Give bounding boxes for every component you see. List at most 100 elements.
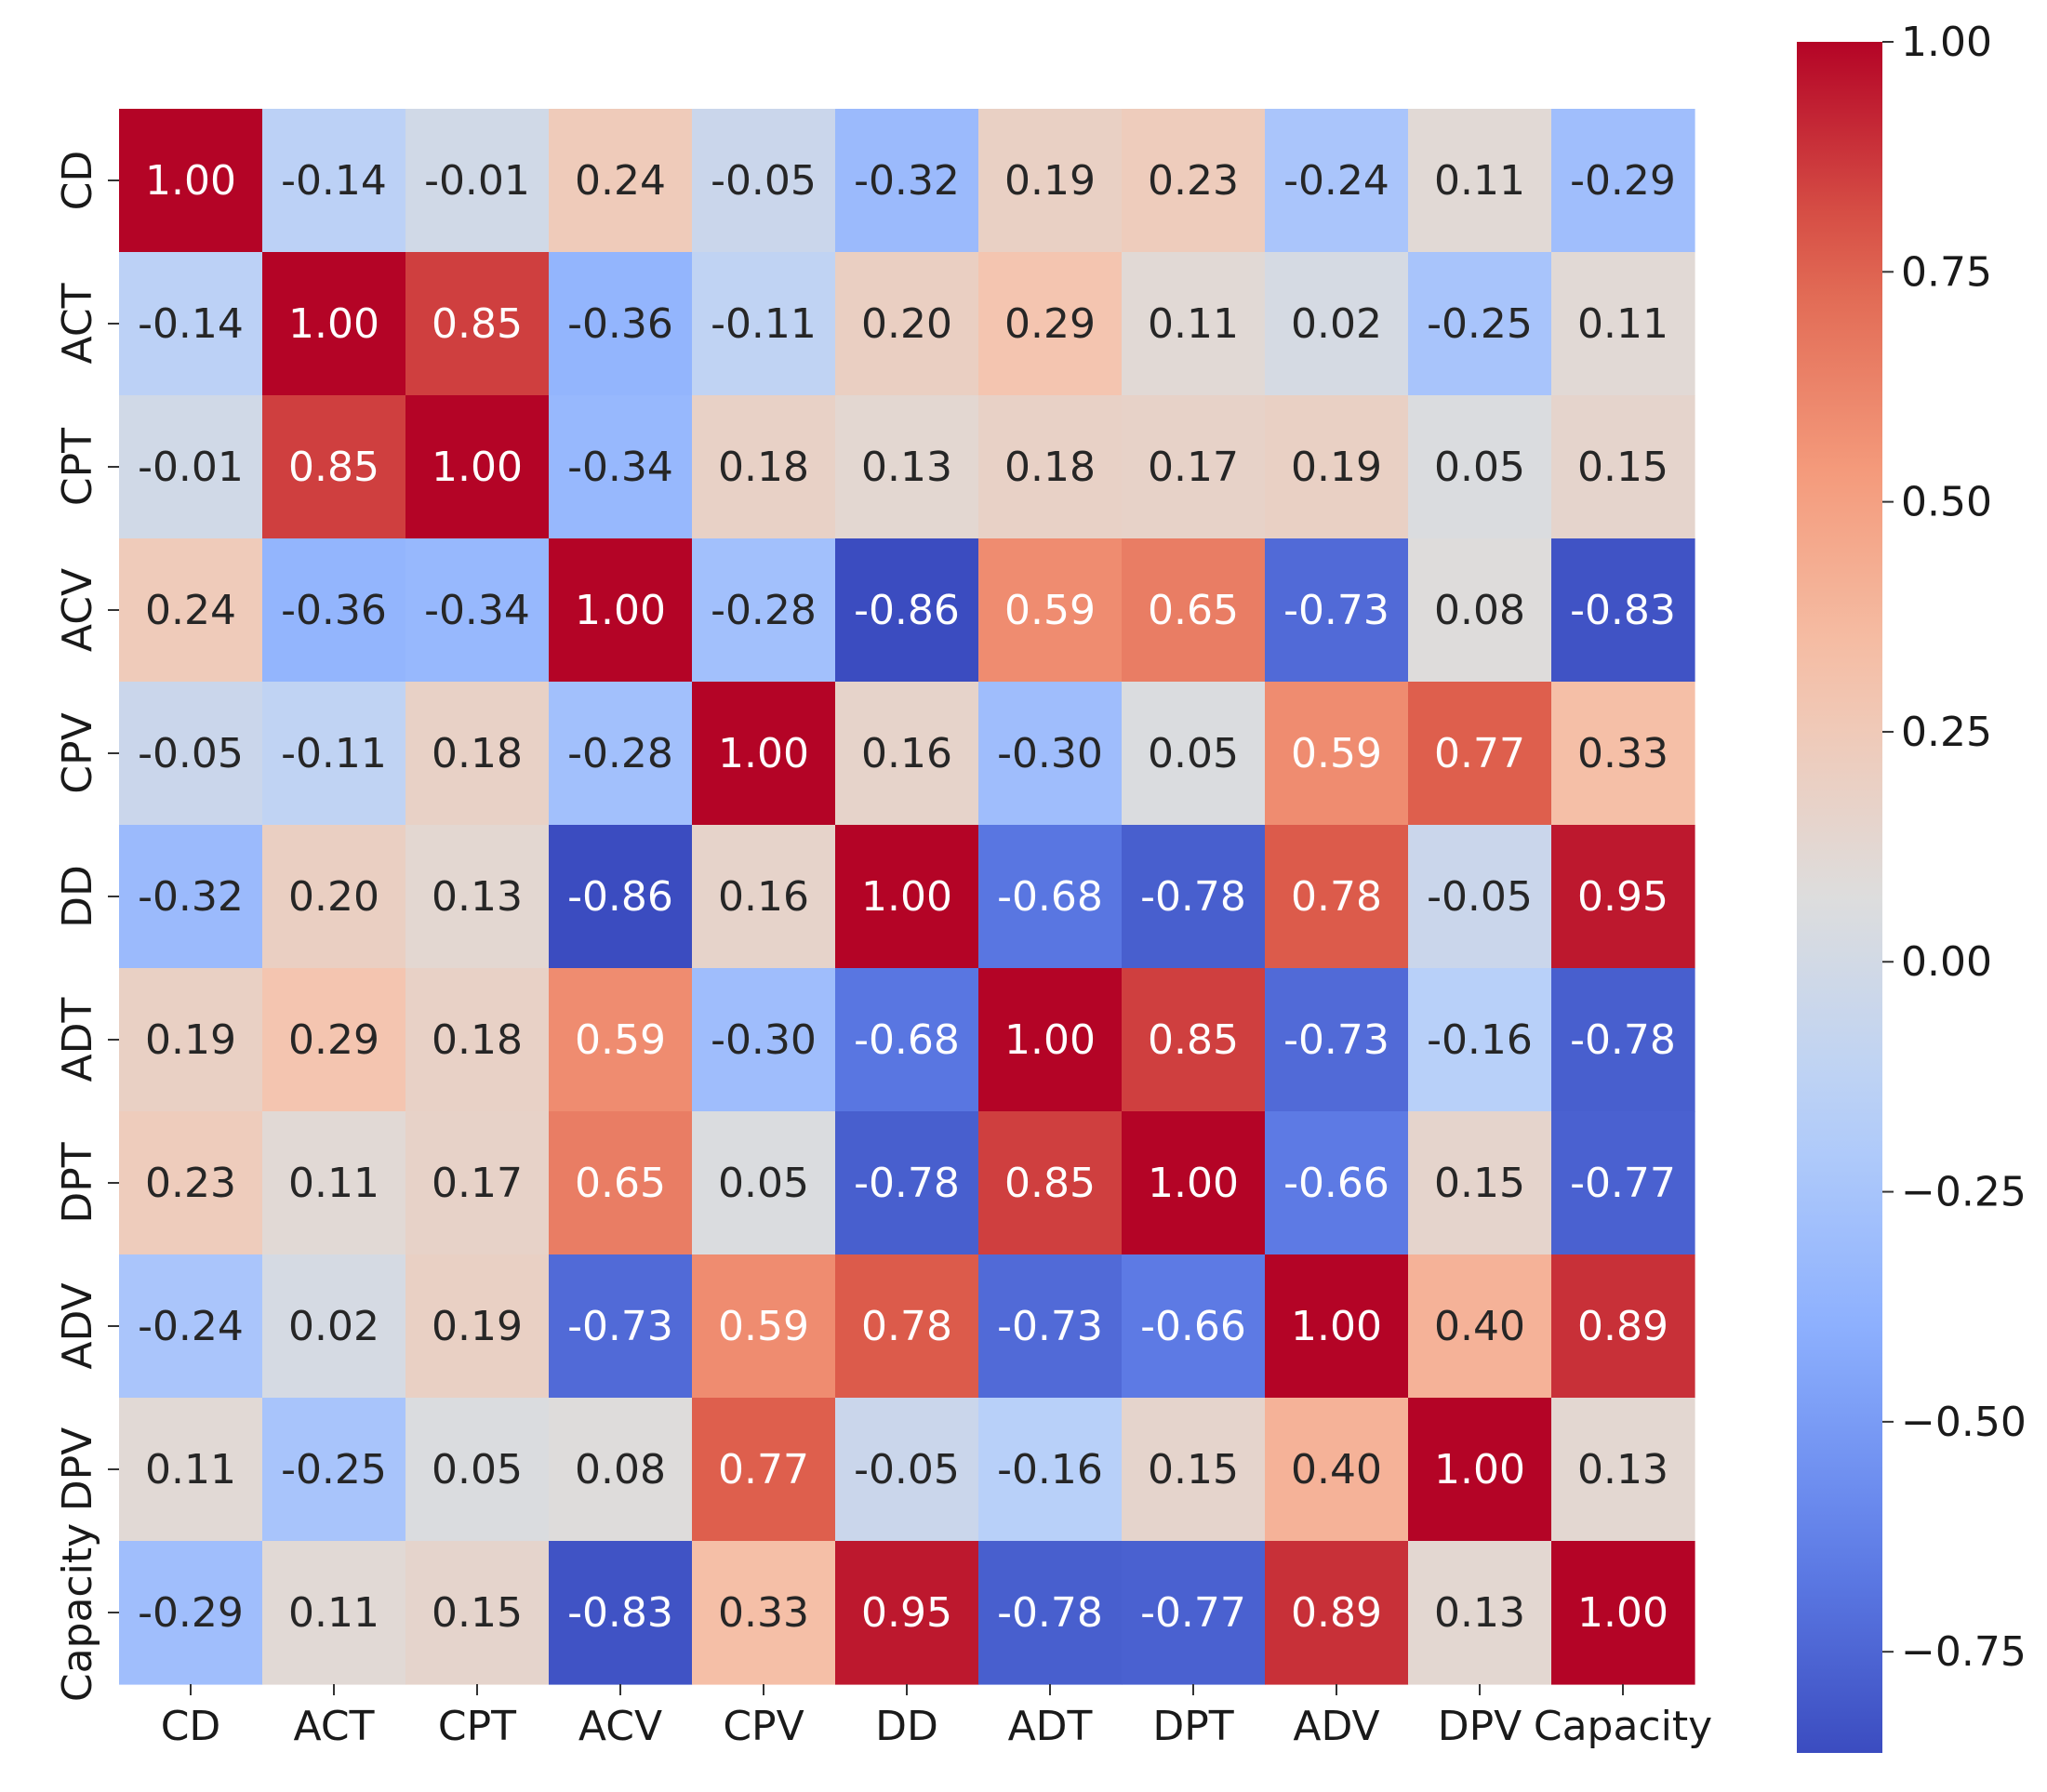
heatmap-cell-ADV-DPV — [1408, 1254, 1552, 1399]
heatmap-cell-DD-CPT — [405, 825, 550, 969]
heatmap-cell-DD-CPV — [692, 825, 836, 969]
heatmap-cell-DPV-ADV — [1265, 1398, 1409, 1542]
heatmap-cell-ACT-ACV — [549, 252, 693, 396]
heatmap-cell-ADT-ADV — [1265, 968, 1409, 1112]
cell-value-label: -0.30 — [711, 1016, 817, 1064]
heatmap-cell-ADV-ACV — [549, 1254, 693, 1399]
heatmap-cell-Capacity-Capacity — [1551, 1541, 1695, 1685]
cell-value-label: -0.86 — [567, 873, 673, 921]
cell-value-label: 0.11 — [1434, 157, 1525, 205]
x-tick-label: ADT — [1008, 1703, 1093, 1750]
cell-value-label: 1.00 — [1291, 1303, 1382, 1350]
cell-value-label: 0.20 — [861, 300, 952, 348]
cell-value-label: -0.05 — [854, 1446, 960, 1493]
cell-value-label: -0.68 — [854, 1016, 960, 1064]
heatmap-cell-ACT-CD — [119, 252, 263, 396]
cell-value-label: -0.73 — [1283, 587, 1389, 634]
heatmap-cell-DD-CD — [119, 825, 263, 969]
cell-value-label: 1.00 — [718, 730, 809, 777]
heatmap-cell-CD-CPT — [405, 109, 550, 253]
heatmap-cell-DPV-DPV — [1408, 1398, 1552, 1542]
cell-value-label: -0.05 — [1427, 873, 1533, 921]
heatmap-cell-ACT-DD — [835, 252, 979, 396]
cell-value-label: 0.33 — [1577, 730, 1668, 777]
cell-value-label: 0.24 — [575, 157, 666, 205]
heatmap-cell-DPT-DPT — [1122, 1111, 1266, 1255]
colorbar-tick-label: −0.50 — [1901, 1399, 2027, 1446]
heatmap-cell-CD-DPV — [1408, 109, 1552, 253]
x-tick-label: DPV — [1438, 1703, 1522, 1750]
x-tick-label: ACT — [294, 1703, 375, 1750]
heatmap-cell-CPT-DD — [835, 395, 979, 539]
heatmap-cell-CD-DPT — [1122, 109, 1266, 253]
colorbar-tick-label: 0.50 — [1901, 479, 1992, 526]
cell-value-label: 0.11 — [288, 1160, 379, 1207]
x-tick-label: CPV — [723, 1703, 804, 1750]
heatmap-cell-ADT-CD — [119, 968, 263, 1112]
y-axis: CD ACT CPT ACV CPV DD ADT DPT ADV DPV Capacity — [54, 151, 119, 1702]
cell-value-label: 0.18 — [432, 1016, 523, 1064]
heatmap-cell-ACT-ADV — [1265, 252, 1409, 396]
cell-value-label: 0.19 — [145, 1016, 236, 1064]
heatmap-cell-CPT-ADV — [1265, 395, 1409, 539]
heatmap-cell-DD-ADV — [1265, 825, 1409, 969]
cell-value-label: 0.40 — [1434, 1303, 1525, 1350]
cell-value-label: 0.59 — [1004, 587, 1096, 634]
cell-value-label: 0.77 — [718, 1446, 809, 1493]
heatmap-cell-ADV-CPT — [405, 1254, 550, 1399]
heatmap-cell-CD-ADV — [1265, 109, 1409, 253]
cell-value-label: 1.00 — [288, 300, 379, 348]
cell-value-label: 0.18 — [1004, 444, 1096, 491]
y-tick-label: CD — [54, 151, 101, 211]
cell-value-label: -0.24 — [1283, 157, 1389, 205]
heatmap-cell-CPV-DD — [835, 682, 979, 826]
cell-value-label: 0.23 — [145, 1160, 236, 1207]
cell-value-label: -0.78 — [1570, 1016, 1676, 1064]
cell-value-label: -0.25 — [1427, 300, 1533, 348]
cell-value-label: 0.11 — [145, 1446, 236, 1493]
cell-value-label: 0.65 — [1148, 587, 1239, 634]
heatmap-cell-CPT-Capacity — [1551, 395, 1695, 539]
cell-value-label: -0.68 — [997, 873, 1103, 921]
heatmap-cell-Capacity-ADT — [978, 1541, 1123, 1685]
cell-value-label: 0.59 — [1291, 730, 1382, 777]
heatmap-cell-CPV-ACT — [262, 682, 406, 826]
colorbar-tick-label: 0.00 — [1901, 938, 1992, 986]
y-tick-label: ADT — [54, 997, 101, 1082]
cell-value-label: -0.36 — [281, 587, 387, 634]
cell-value-label: -0.86 — [854, 587, 960, 634]
heatmap-cell-CPT-CPT — [405, 395, 550, 539]
cell-value-label: 0.19 — [1004, 157, 1096, 205]
heatmap-cells — [119, 109, 1695, 1685]
cell-value-label: 0.23 — [1148, 157, 1239, 205]
heatmap-cell-DPT-ACV — [549, 1111, 693, 1255]
heatmap-cell-CPT-ACT — [262, 395, 406, 539]
heatmap-cell-ACV-DPT — [1122, 538, 1266, 683]
heatmap-cell-ACV-ACV — [549, 538, 693, 683]
cell-value-label: 1.00 — [1148, 1160, 1239, 1207]
heatmap-cell-DPT-CD — [119, 1111, 263, 1255]
heatmap-cell-ACV-CPV — [692, 538, 836, 683]
colorbar-tick-label: 0.25 — [1901, 709, 1992, 756]
heatmap-cell-Capacity-ACT — [262, 1541, 406, 1685]
y-tick-label: DPV — [54, 1427, 101, 1512]
cell-value-label: 0.05 — [432, 1446, 523, 1493]
heatmap-cell-CPT-CPV — [692, 395, 836, 539]
cell-value-label: 0.95 — [1577, 873, 1668, 921]
cell-value-label: 0.89 — [1291, 1589, 1382, 1637]
cell-value-label: 1.00 — [861, 873, 952, 921]
cell-value-label: 0.85 — [288, 444, 379, 491]
cell-value-label: 0.08 — [1434, 587, 1525, 634]
heatmap-cell-ADV-Capacity — [1551, 1254, 1695, 1399]
cell-value-label: 0.18 — [432, 730, 523, 777]
heatmap-cell-DPT-ADT — [978, 1111, 1123, 1255]
cell-value-label: 0.40 — [1291, 1446, 1382, 1493]
heatmap-cell-ACT-DPT — [1122, 252, 1266, 396]
heatmap-cell-CPT-DPT — [1122, 395, 1266, 539]
heatmap-cell-ACV-CD — [119, 538, 263, 683]
heatmap-cell-CD-ADT — [978, 109, 1123, 253]
heatmap-cell-CD-ACT — [262, 109, 406, 253]
cell-value-label: -0.73 — [997, 1303, 1103, 1350]
heatmap-cell-ACV-ACT — [262, 538, 406, 683]
cell-value-label: -0.66 — [1283, 1160, 1389, 1207]
